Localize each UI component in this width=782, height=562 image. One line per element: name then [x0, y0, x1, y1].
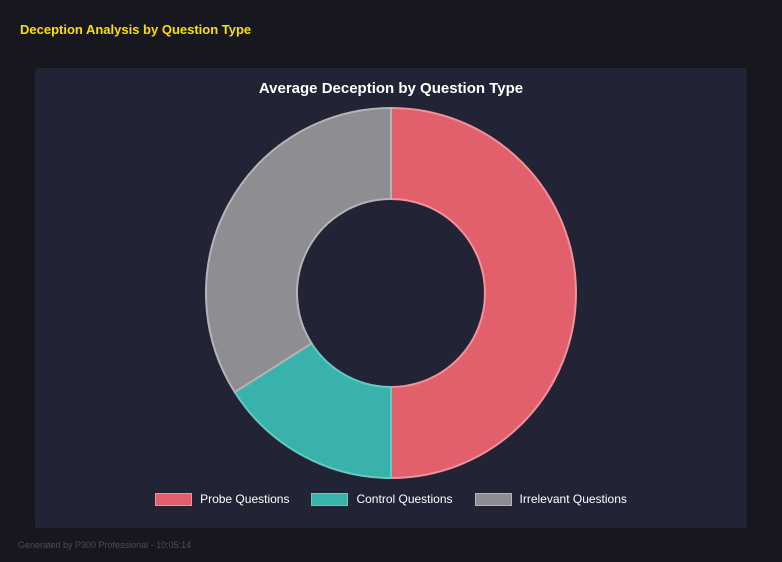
page-title: Deception Analysis by Question Type — [20, 22, 252, 37]
legend-label: Control Questions — [356, 492, 453, 506]
donut-chart[interactable] — [191, 93, 591, 493]
legend-swatch — [155, 492, 193, 506]
legend-swatch — [311, 492, 349, 506]
donut-segment-0[interactable] — [390, 106, 577, 480]
legend-label: Irrelevant Questions — [519, 492, 627, 506]
legend-swatch — [474, 492, 512, 506]
donut-segment-1[interactable] — [233, 341, 392, 480]
chart-title: Average Deception by Question Type — [258, 80, 524, 97]
chart-legend: Probe Questions Control Questions Irrele… — [35, 492, 747, 506]
donut-segment-2[interactable] — [205, 106, 392, 394]
legend-item-probe[interactable]: Probe Questions — [155, 492, 289, 506]
legend-label: Probe Questions — [200, 492, 290, 506]
legend-item-irrelevant[interactable]: Irrelevant Questions — [474, 492, 627, 506]
donut-chart-svg[interactable] — [191, 93, 591, 493]
legend-item-control[interactable]: Control Questions — [311, 492, 453, 506]
footer-note: Generated by P300 Professional - 10:05:1… — [18, 540, 192, 550]
chart-card: Average Deception by Question Type Probe… — [35, 68, 747, 528]
